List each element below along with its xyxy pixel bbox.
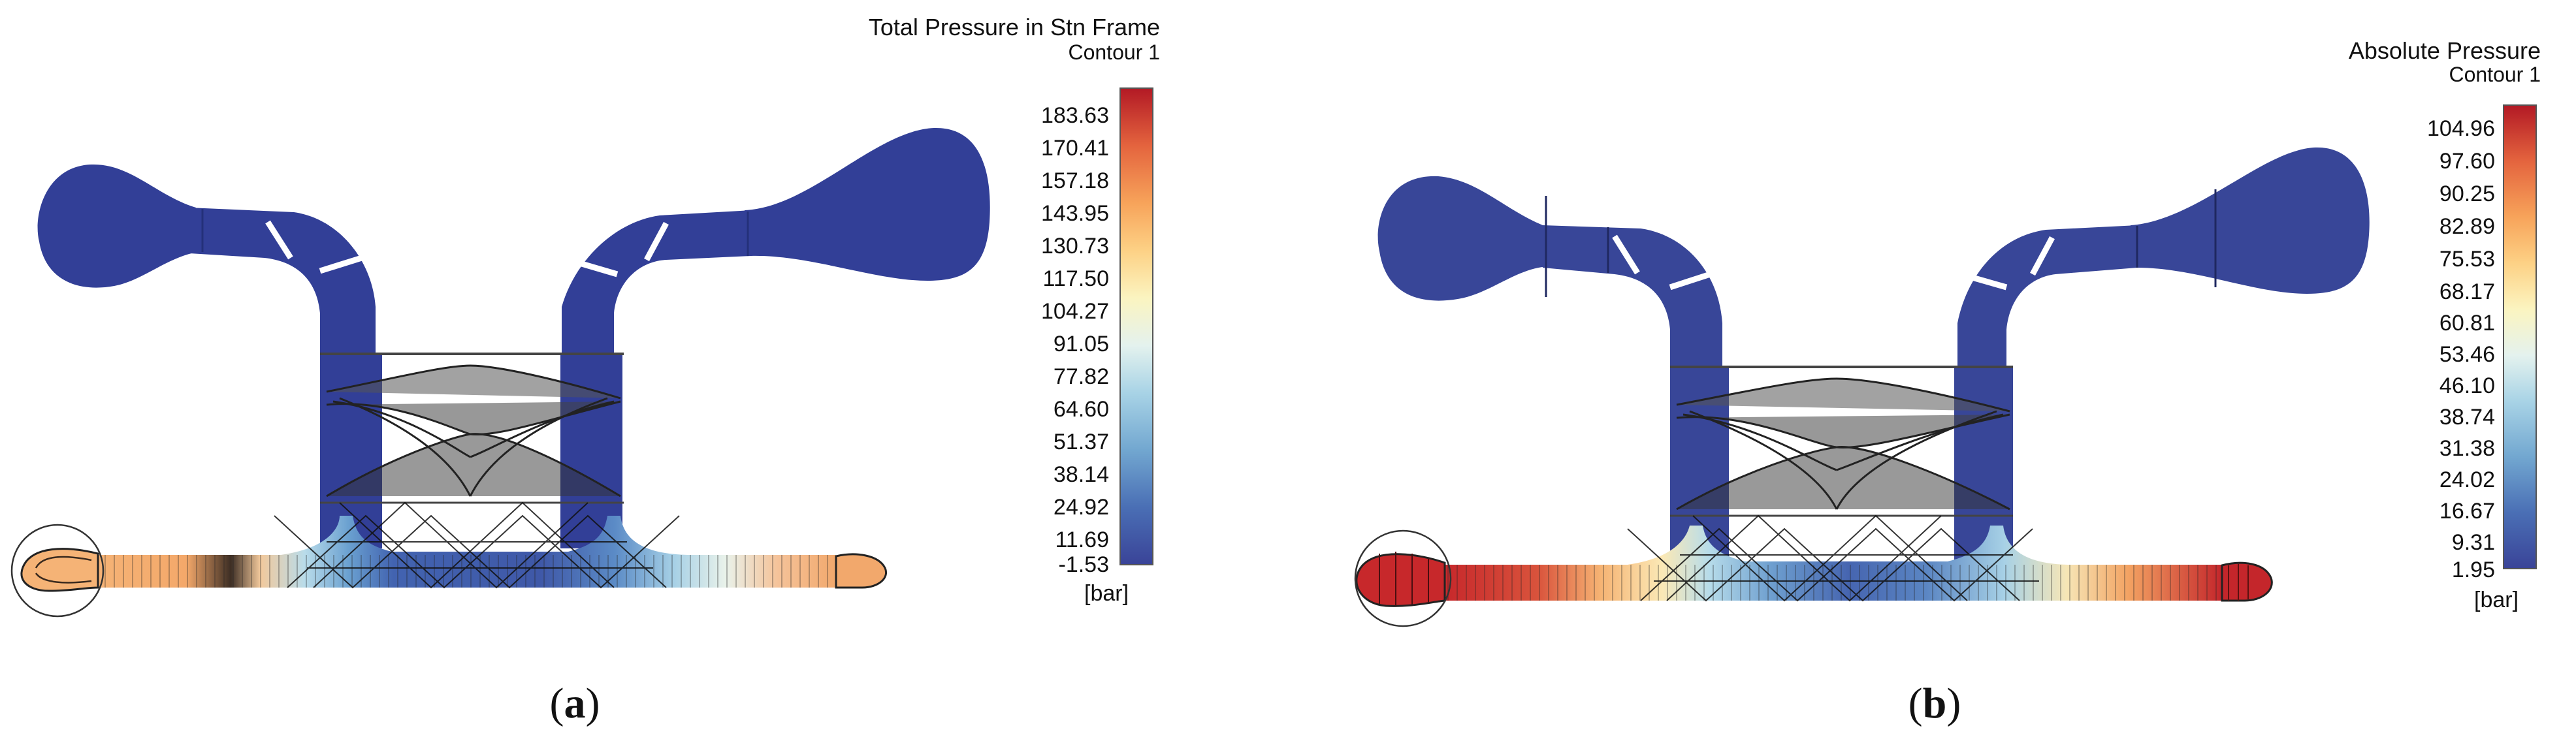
tick-label: 68.17 (2439, 279, 2495, 304)
colorbar-ticks: 104.96 97.60 90.25 82.89 75.53 68.17 60.… (2346, 104, 2495, 581)
tick-label: 51.37 (1053, 430, 1109, 454)
tick-label: 117.50 (1042, 266, 1109, 291)
tick-label: 24.92 (1053, 495, 1109, 520)
panel-b: Absolute Pressure Contour 1 104.96 97.60… (1288, 0, 2576, 756)
legend-title: Total Pressure in Stn Frame (868, 14, 1160, 40)
tick-label: 24.02 (2439, 467, 2495, 492)
tick-label: 53.46 (2439, 342, 2495, 367)
caption-close: ) (1946, 680, 1961, 727)
right-outlet-bulb (745, 127, 990, 281)
right-inlet-bulb (835, 553, 887, 589)
tick-label: 60.81 (2439, 311, 2495, 336)
tick-label: 75.53 (2439, 247, 2495, 272)
colorbar-ticks: 183.63 170.41 157.18 143.95 130.73 117.5… (960, 87, 1109, 576)
left-inlet-bulb (1355, 553, 1446, 607)
highlight-circle (1354, 529, 1452, 627)
left-inlet-bulb (20, 548, 99, 592)
right-outlet-arm (1957, 225, 2137, 379)
tick-label: 1.95 (2451, 558, 2495, 582)
legend-subtitle: Contour 1 (2449, 63, 2541, 86)
caption-letter: b (1922, 680, 1947, 727)
right-outlet-bulb (2131, 147, 2370, 294)
tick-label: 31.38 (2439, 436, 2495, 461)
tick-label: 77.82 (1053, 364, 1109, 389)
colorbar (1119, 87, 1153, 565)
lattice-wires (274, 501, 680, 589)
left-outlet-bulb (1377, 176, 1549, 301)
tick-label: 97.60 (2439, 149, 2495, 174)
unit-label: [bar] (1084, 581, 1129, 606)
tick-label: 46.10 (2439, 373, 2495, 398)
right-inlet-bulb (2221, 561, 2273, 602)
legend-title: Absolute Pressure (2348, 37, 2541, 64)
tick-label: 170.41 (1041, 136, 1109, 161)
colorbar (2503, 104, 2537, 569)
pump-geometry-a (10, 127, 990, 618)
pump-geometry-b (1354, 147, 2370, 627)
caption-open: ( (549, 680, 564, 727)
left-outlet-arm (1543, 225, 1722, 379)
caption-open: ( (1908, 680, 1923, 727)
unit-label: [bar] (2474, 588, 2519, 612)
tick-label: -1.53 (1058, 552, 1110, 577)
tick-label: 11.69 (1055, 528, 1109, 552)
tick-label: 91.05 (1053, 332, 1109, 356)
tick-label: 16.67 (2439, 499, 2495, 524)
caption-close: ) (585, 680, 600, 727)
tick-label: 183.63 (1041, 103, 1109, 128)
tick-label: 64.60 (1053, 397, 1109, 422)
tick-label: 90.25 (2439, 181, 2495, 206)
tick-label: 104.96 (2427, 116, 2495, 141)
tick-label: 130.73 (1041, 234, 1109, 259)
tick-label: 104.27 (1041, 299, 1109, 324)
left-outlet-bulb (37, 164, 202, 288)
rotor-blades (326, 364, 621, 497)
left-outlet-arm (189, 208, 376, 366)
tick-label: 82.89 (2439, 214, 2495, 239)
tick-label: 38.74 (2439, 405, 2495, 430)
panel-a: Total Pressure in Stn Frame Contour 1 18… (10, 14, 1160, 729)
tick-label: 9.31 (2451, 530, 2495, 555)
rotor-blades (1676, 377, 2010, 511)
tick-label: 38.14 (1053, 462, 1109, 487)
lattice-wires (1627, 514, 2039, 602)
caption-b: (b) (1869, 679, 2000, 729)
right-outlet-arm (562, 210, 751, 366)
tick-label: 157.18 (1041, 168, 1109, 193)
caption-letter: a (564, 680, 586, 727)
tick-label: 143.95 (1041, 201, 1109, 226)
legend-subtitle: Contour 1 (1068, 40, 1160, 64)
caption-a: (a) (509, 679, 640, 729)
highlight-circle (10, 524, 105, 618)
